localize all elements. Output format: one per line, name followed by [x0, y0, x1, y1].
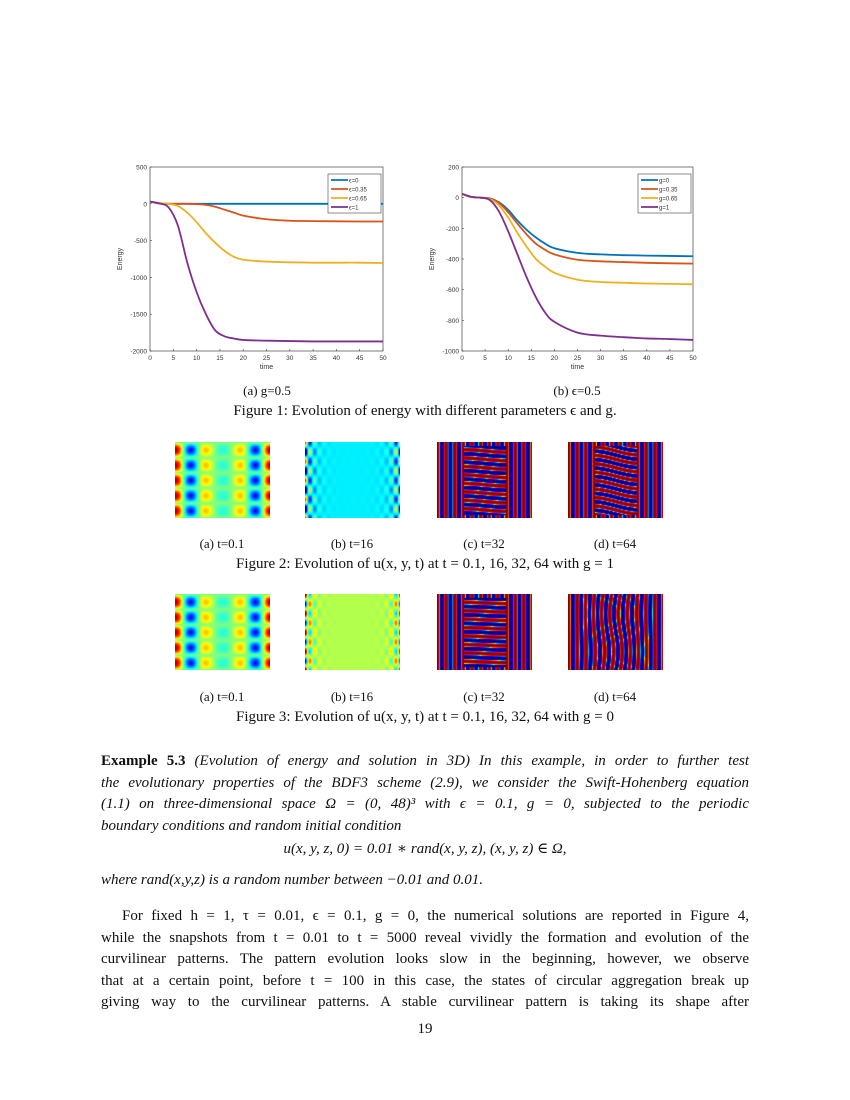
- paragraph-line-1: For fixed h = 1, τ = 0.01, ϵ = 0.1, g = …: [122, 908, 749, 924]
- y-tick-label: -400: [446, 257, 459, 264]
- example-text: (Evolution of energy and solution in 3D)…: [185, 753, 749, 769]
- page-number: 19: [417, 1021, 433, 1037]
- subcaption-a: (a) g=0.5: [243, 383, 291, 398]
- x-tick-label: 50: [689, 355, 697, 362]
- x-tick-label: 20: [240, 355, 248, 362]
- x-axis-label: time: [571, 364, 584, 371]
- x-tick-label: 35: [620, 355, 628, 362]
- example-label: Example 5.3: [101, 753, 186, 769]
- x-tick-label: 35: [309, 355, 317, 362]
- series-line: [149, 200, 384, 264]
- subcaption-b: (b) ϵ=0.5: [553, 383, 601, 398]
- y-axis-label: Energy: [429, 247, 436, 270]
- fig3-subcaption-b: (b) t=16: [330, 689, 374, 704]
- fig2-subcaption-c: (c) t=32: [463, 536, 505, 551]
- series-line: [461, 192, 694, 341]
- x-tick-label: 0: [460, 355, 464, 362]
- legend-label: g=0.65: [659, 196, 678, 202]
- heatmap-fig2-d: [568, 442, 663, 518]
- x-tick-label: 15: [216, 355, 224, 362]
- heatmap-fig2-c: [437, 442, 532, 518]
- fig3-subcaption-c: (c) t=32: [463, 689, 505, 704]
- paragraph-line-3: curvilinear patterns. The pattern evolut…: [101, 951, 749, 967]
- heatmap-fig3-a: [175, 594, 270, 670]
- x-tick-label: 10: [193, 355, 201, 362]
- x-tick-label: 10: [505, 355, 513, 362]
- x-tick-label: 15: [528, 355, 536, 362]
- heatmap-fig3-b: [305, 594, 400, 670]
- figure-1-caption: Figure 1: Evolution of energy with diffe…: [233, 403, 617, 419]
- fig2-subcaption-b: (b) t=16: [330, 536, 374, 551]
- y-tick-label: 500: [136, 165, 147, 172]
- figure-3-caption: Figure 3: Evolution of u(x, y, t) at t =…: [235, 709, 614, 725]
- legend-label: g=0.35: [659, 187, 678, 193]
- y-axis-label: Energy: [117, 247, 124, 270]
- x-tick-label: 45: [356, 355, 364, 362]
- x-tick-label: 25: [263, 355, 271, 362]
- energy-chart-a: 0 5 10 15 20 25 30 35 40 45 50 500 0 -500 -1000 -1500 -2…: [117, 165, 387, 372]
- fig3-subcaption-a: (a) t=0.1: [199, 689, 245, 704]
- x-tick-label: 40: [643, 355, 651, 362]
- figure-2-caption: Figure 2: Evolution of u(x, y, t) at t =…: [235, 556, 614, 572]
- x-tick-label: 25: [574, 355, 582, 362]
- fig3-subcaption-d: (d) t=64: [593, 689, 637, 704]
- heatmap-fig3-d: [568, 594, 663, 670]
- x-tick-label: 30: [597, 355, 605, 362]
- paragraph-line-2: while the snapshots from t = 0.01 to t =…: [101, 930, 749, 946]
- equation: u(x, y, z, 0) = 0.01 ∗ rand(x, y, z), (x…: [283, 841, 567, 857]
- y-tick-label: 200: [448, 165, 459, 172]
- paragraph-line-4: that at a certain point, before t = 100 …: [101, 973, 749, 989]
- x-tick-label: 0: [148, 355, 152, 362]
- y-tick-label: -800: [446, 318, 459, 325]
- legend-label: g=1: [659, 205, 670, 211]
- example-line-2: the evolutionary properties of the BDF3 …: [101, 775, 749, 791]
- y-tick-label: -1000: [442, 349, 459, 356]
- y-tick-label: -1500: [130, 312, 147, 319]
- y-tick-label: -2000: [130, 349, 147, 356]
- x-tick-label: 50: [379, 355, 387, 362]
- legend-label: ϵ=0.65: [349, 196, 367, 202]
- x-tick-label: 5: [483, 355, 487, 362]
- x-tick-label: 45: [666, 355, 674, 362]
- example-line-3: (1.1) on three-dimensional space Ω = (0,…: [101, 796, 749, 812]
- legend-label: ϵ=0: [349, 178, 359, 184]
- paragraph-line-5: giving way to the curvilinear patterns. …: [101, 994, 749, 1010]
- y-tick-label: 0: [143, 201, 147, 208]
- y-tick-label: -1000: [130, 275, 147, 282]
- example-line-1: Example 5.3 (Evolution of energy and sol…: [101, 753, 749, 770]
- heatmap-fig2-a: [175, 442, 270, 518]
- heatmap-fig2-b: [305, 442, 400, 518]
- y-tick-label: -600: [446, 287, 459, 294]
- y-tick-label: 0: [455, 195, 459, 202]
- where-line: where rand(x,y,z) is a random number bet…: [101, 872, 484, 888]
- series-line: [149, 200, 383, 343]
- x-tick-label: 5: [171, 355, 175, 362]
- y-tick-label: -200: [446, 226, 459, 233]
- energy-chart-b: 0 5 10 15 20 25 30 35 40 45 50 200 0 -200 -400 -600 -800…: [429, 165, 697, 372]
- x-tick-label: 30: [286, 355, 294, 362]
- heatmap-fig3-c: [437, 594, 532, 670]
- legend-label: g=0: [659, 178, 670, 184]
- legend-label: ϵ=1: [349, 205, 359, 211]
- example-line-4: boundary conditions and random initial c…: [101, 818, 402, 834]
- x-tick-label: 20: [551, 355, 559, 362]
- y-tick-label: -500: [134, 238, 147, 245]
- legend-label: ϵ=0.35: [349, 187, 367, 193]
- series-line: [149, 200, 384, 223]
- fig2-subcaption-a: (a) t=0.1: [199, 536, 245, 551]
- x-tick-label: 40: [333, 355, 341, 362]
- x-axis-label: time: [260, 364, 273, 371]
- fig2-subcaption-d: (d) t=64: [593, 536, 637, 551]
